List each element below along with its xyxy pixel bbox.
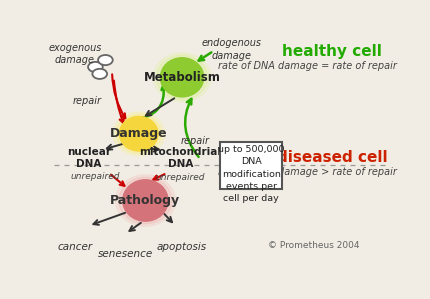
Text: rate of DNA damage > rate of repair: rate of DNA damage > rate of repair (218, 167, 396, 177)
Text: Metabolism: Metabolism (144, 71, 221, 84)
Ellipse shape (153, 53, 211, 102)
Text: diseased cell: diseased cell (276, 150, 387, 165)
Text: repair: repair (73, 97, 101, 106)
Text: senesence: senesence (98, 249, 153, 259)
Ellipse shape (123, 180, 168, 221)
Text: endogenous
damage: endogenous damage (202, 38, 262, 61)
Ellipse shape (157, 55, 208, 100)
Text: up to 500,000
DNA
modification
events per
cell per day: up to 500,000 DNA modification events pe… (218, 145, 285, 203)
Ellipse shape (160, 58, 204, 97)
Circle shape (92, 69, 107, 79)
Text: nuclear
DNA: nuclear DNA (67, 147, 111, 169)
Ellipse shape (119, 177, 172, 224)
Text: mitochondrial
DNA: mitochondrial DNA (139, 147, 221, 169)
Ellipse shape (113, 112, 165, 155)
Text: exogenous
damage: exogenous damage (48, 43, 101, 65)
FancyBboxPatch shape (220, 142, 282, 189)
Circle shape (88, 62, 103, 72)
Text: unrepaired: unrepaired (156, 173, 205, 182)
Text: apoptosis: apoptosis (157, 242, 207, 252)
Text: cancer: cancer (58, 242, 93, 252)
Text: © Prometheus 2004: © Prometheus 2004 (268, 241, 359, 250)
Text: repair: repair (181, 136, 210, 146)
Ellipse shape (120, 117, 158, 151)
Ellipse shape (115, 175, 175, 226)
Text: rate of DNA damage = rate of repair: rate of DNA damage = rate of repair (218, 61, 396, 71)
Ellipse shape (116, 114, 161, 153)
Text: Damage: Damage (110, 127, 168, 140)
Text: healthy cell: healthy cell (282, 45, 382, 60)
Circle shape (98, 55, 113, 65)
Text: Pathology: Pathology (111, 194, 181, 207)
Text: unrepaired: unrepaired (71, 172, 120, 181)
